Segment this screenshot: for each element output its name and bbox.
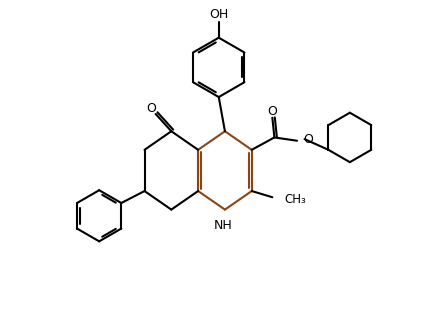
Text: NH: NH xyxy=(213,219,232,232)
Text: O: O xyxy=(267,105,277,118)
Text: CH₃: CH₃ xyxy=(284,193,306,206)
Text: O: O xyxy=(146,102,156,115)
Text: OH: OH xyxy=(209,8,228,22)
Text: O: O xyxy=(303,133,313,146)
